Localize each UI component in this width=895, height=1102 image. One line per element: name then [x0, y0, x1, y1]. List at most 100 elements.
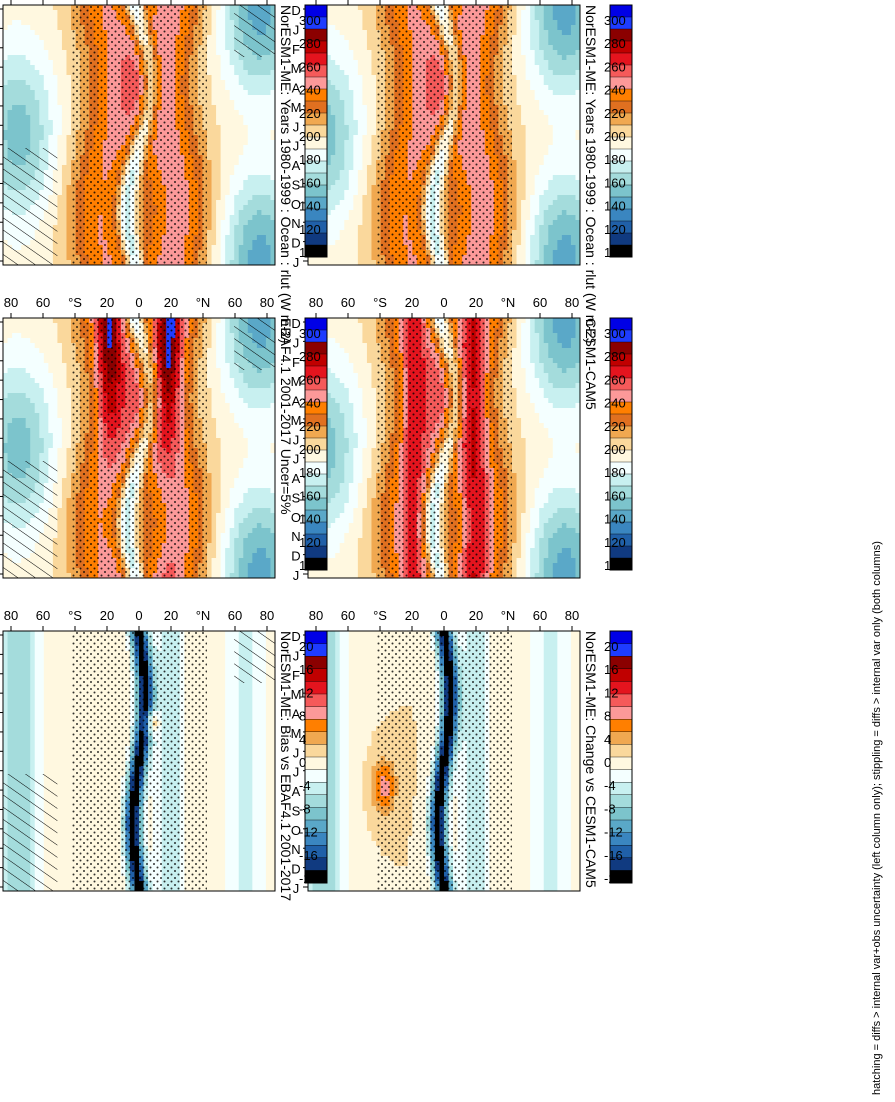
colorbar-tick-label: 100 — [604, 558, 626, 573]
lat-tick-label: 60 — [533, 608, 547, 623]
lat-axis-4: 80 60 °N 20 0 20 °S 60 80 — [309, 295, 579, 318]
colorbar-tick-label: 8 — [604, 709, 611, 724]
lat-tick-label: 60 — [36, 295, 50, 310]
colorbar-tick-label: 260 — [604, 372, 626, 387]
lat-tick-label: 20 — [100, 295, 114, 310]
colorbar-tick-label: -12 — [299, 825, 318, 840]
colorbar-tick-label: 300 — [604, 13, 626, 28]
lat-tick-label: 60 — [341, 295, 355, 310]
panel-1: NorESM1-ME: Years 1980-1999 : Ocean : rl… — [0, 0, 294, 343]
colorbar-tick-label: 300 — [604, 326, 626, 341]
lat-tick-label: 20 — [100, 608, 114, 623]
colorbar-tick-label: 4 — [604, 732, 611, 747]
heatmap-3 — [2, 317, 276, 579]
colorbar-tick-label: 240 — [299, 396, 321, 411]
colorbar-tick-label: 180 — [299, 152, 321, 167]
colorbar-tick-label: 160 — [299, 175, 321, 190]
lat-tick-label: 80 — [565, 608, 579, 623]
panel-6: NorESM1-ME: Change vs CESM1-CAM5 8060°N2… — [291, 608, 599, 896]
colorbar-swatch — [304, 756, 328, 771]
lat-tick-label: 20 — [469, 608, 483, 623]
colorbar-tick-label: 180 — [604, 152, 626, 167]
colorbar-tick-label: 0 — [299, 755, 306, 770]
colorbar-tick-label: -16 — [604, 848, 623, 863]
colorbar-tick-label: 280 — [299, 36, 321, 51]
colorbar-tick-label: 240 — [299, 83, 321, 98]
colorbar-tick-label: 180 — [299, 465, 321, 480]
lat-tick-label: 80 — [4, 295, 18, 310]
panel-5: NorESM1-ME: Bias vs EBAF4.1 2001-2017 80… — [0, 608, 294, 901]
lat-tick-label: °N — [501, 295, 516, 310]
lat-tick-label: 60 — [228, 608, 242, 623]
heatmap-2 — [307, 4, 581, 266]
lat-tick-label: °N — [196, 295, 211, 310]
colorbar-tick-label: 180 — [604, 465, 626, 480]
panel-2: NorESM1-ME: Years 1980-1999 : Ocean : rl… — [291, 0, 599, 343]
lat-tick-label: 80 — [260, 295, 274, 310]
colorbar-tick-label: -20 — [604, 871, 623, 886]
colorbar-tick-label: 260 — [604, 59, 626, 74]
colorbar-tick-label: 0 — [604, 755, 611, 770]
lat-tick-label: °N — [196, 608, 211, 623]
colorbar-4: 300 280 260 240 220 200 180 160 140 120 100 — [604, 317, 633, 573]
lat-tick-label: 80 — [565, 295, 579, 310]
colorbar-tick-label: 200 — [299, 129, 321, 144]
colorbar-swatch — [609, 744, 633, 758]
colorbar-tick-label: 140 — [299, 199, 321, 214]
colorbar-tick-label: 12 — [299, 685, 313, 700]
colorbar-tick-label: 260 — [299, 59, 321, 74]
heatmap-1 — [2, 4, 276, 266]
colorbar-1: 300 280 260 240 220 200 180 160 140 120 100 — [299, 4, 328, 260]
colorbar-3: 300 280 260 240 220 200 180 160 140 120 100 — [299, 317, 328, 573]
lat-tick-label: 20 — [469, 295, 483, 310]
lat-tick-label: 60 — [533, 295, 547, 310]
colorbar-5: 20 16 12 8 4 0 -4 -8 -12 -16 -20 — [299, 630, 328, 886]
colorbar-tick-label: -20 — [299, 871, 318, 886]
colorbar-swatch — [609, 718, 633, 733]
lat-tick-label: 80 — [309, 608, 323, 623]
lat-tick-label: 60 — [341, 608, 355, 623]
panel-title-4: CESM1-CAM5 — [583, 318, 599, 410]
heatmap-5 — [2, 630, 276, 892]
heatmap-6 — [307, 630, 581, 892]
colorbar-tick-label: 160 — [604, 175, 626, 190]
lat-tick-label: °S — [373, 295, 387, 310]
lat-tick-label: °N — [501, 608, 516, 623]
colorbar-tick-label: 300 — [299, 13, 321, 28]
colorbar-tick-label: 120 — [604, 222, 626, 237]
lat-tick-label: 20 — [405, 608, 419, 623]
colorbar-tick-label: 140 — [604, 199, 626, 214]
colorbar-tick-label: 260 — [299, 372, 321, 387]
colorbar-tick-label: 300 — [299, 326, 321, 341]
colorbar-tick-label: 220 — [604, 106, 626, 121]
colorbar-swatch — [304, 744, 328, 758]
colorbar-tick-label: 20 — [604, 639, 618, 654]
lat-tick-label: °S — [68, 295, 82, 310]
colorbar-tick-label: 220 — [299, 419, 321, 434]
lat-tick-label: 0 — [440, 295, 447, 310]
colorbar-tick-label: 100 — [299, 558, 321, 573]
colorbar-tick-label: 8 — [299, 709, 306, 724]
panel-title-6: NorESM1-ME: Change vs CESM1-CAM5 — [583, 631, 599, 888]
colorbar-tick-label: -8 — [299, 801, 311, 816]
colorbar-tick-label: 160 — [604, 488, 626, 503]
colorbar-tick-label: 120 — [604, 535, 626, 550]
colorbar-tick-label: 280 — [299, 349, 321, 364]
lat-tick-label: 0 — [135, 295, 142, 310]
colorbar-tick-label: 240 — [604, 396, 626, 411]
colorbar-6: 20 16 12 8 4 0 -4 -8 -12 -16 -20 — [604, 630, 633, 886]
panel-title-2: NorESM1-ME: Years 1980-1999 : Ocean : rl… — [583, 5, 599, 343]
lat-tick-label: 0 — [440, 608, 447, 623]
colorbar-tick-label: 240 — [604, 83, 626, 98]
lat-tick-label: 80 — [4, 608, 18, 623]
colorbar-tick-label: 16 — [604, 662, 618, 677]
lat-axis-6: 80 60 °N 20 0 20 °S 60 80 — [309, 608, 579, 631]
colorbar-tick-label: 200 — [604, 129, 626, 144]
colorbar-tick-label: 280 — [604, 36, 626, 51]
lat-tick-label: 0 — [135, 608, 142, 623]
colorbar-tick-label: 140 — [604, 512, 626, 527]
